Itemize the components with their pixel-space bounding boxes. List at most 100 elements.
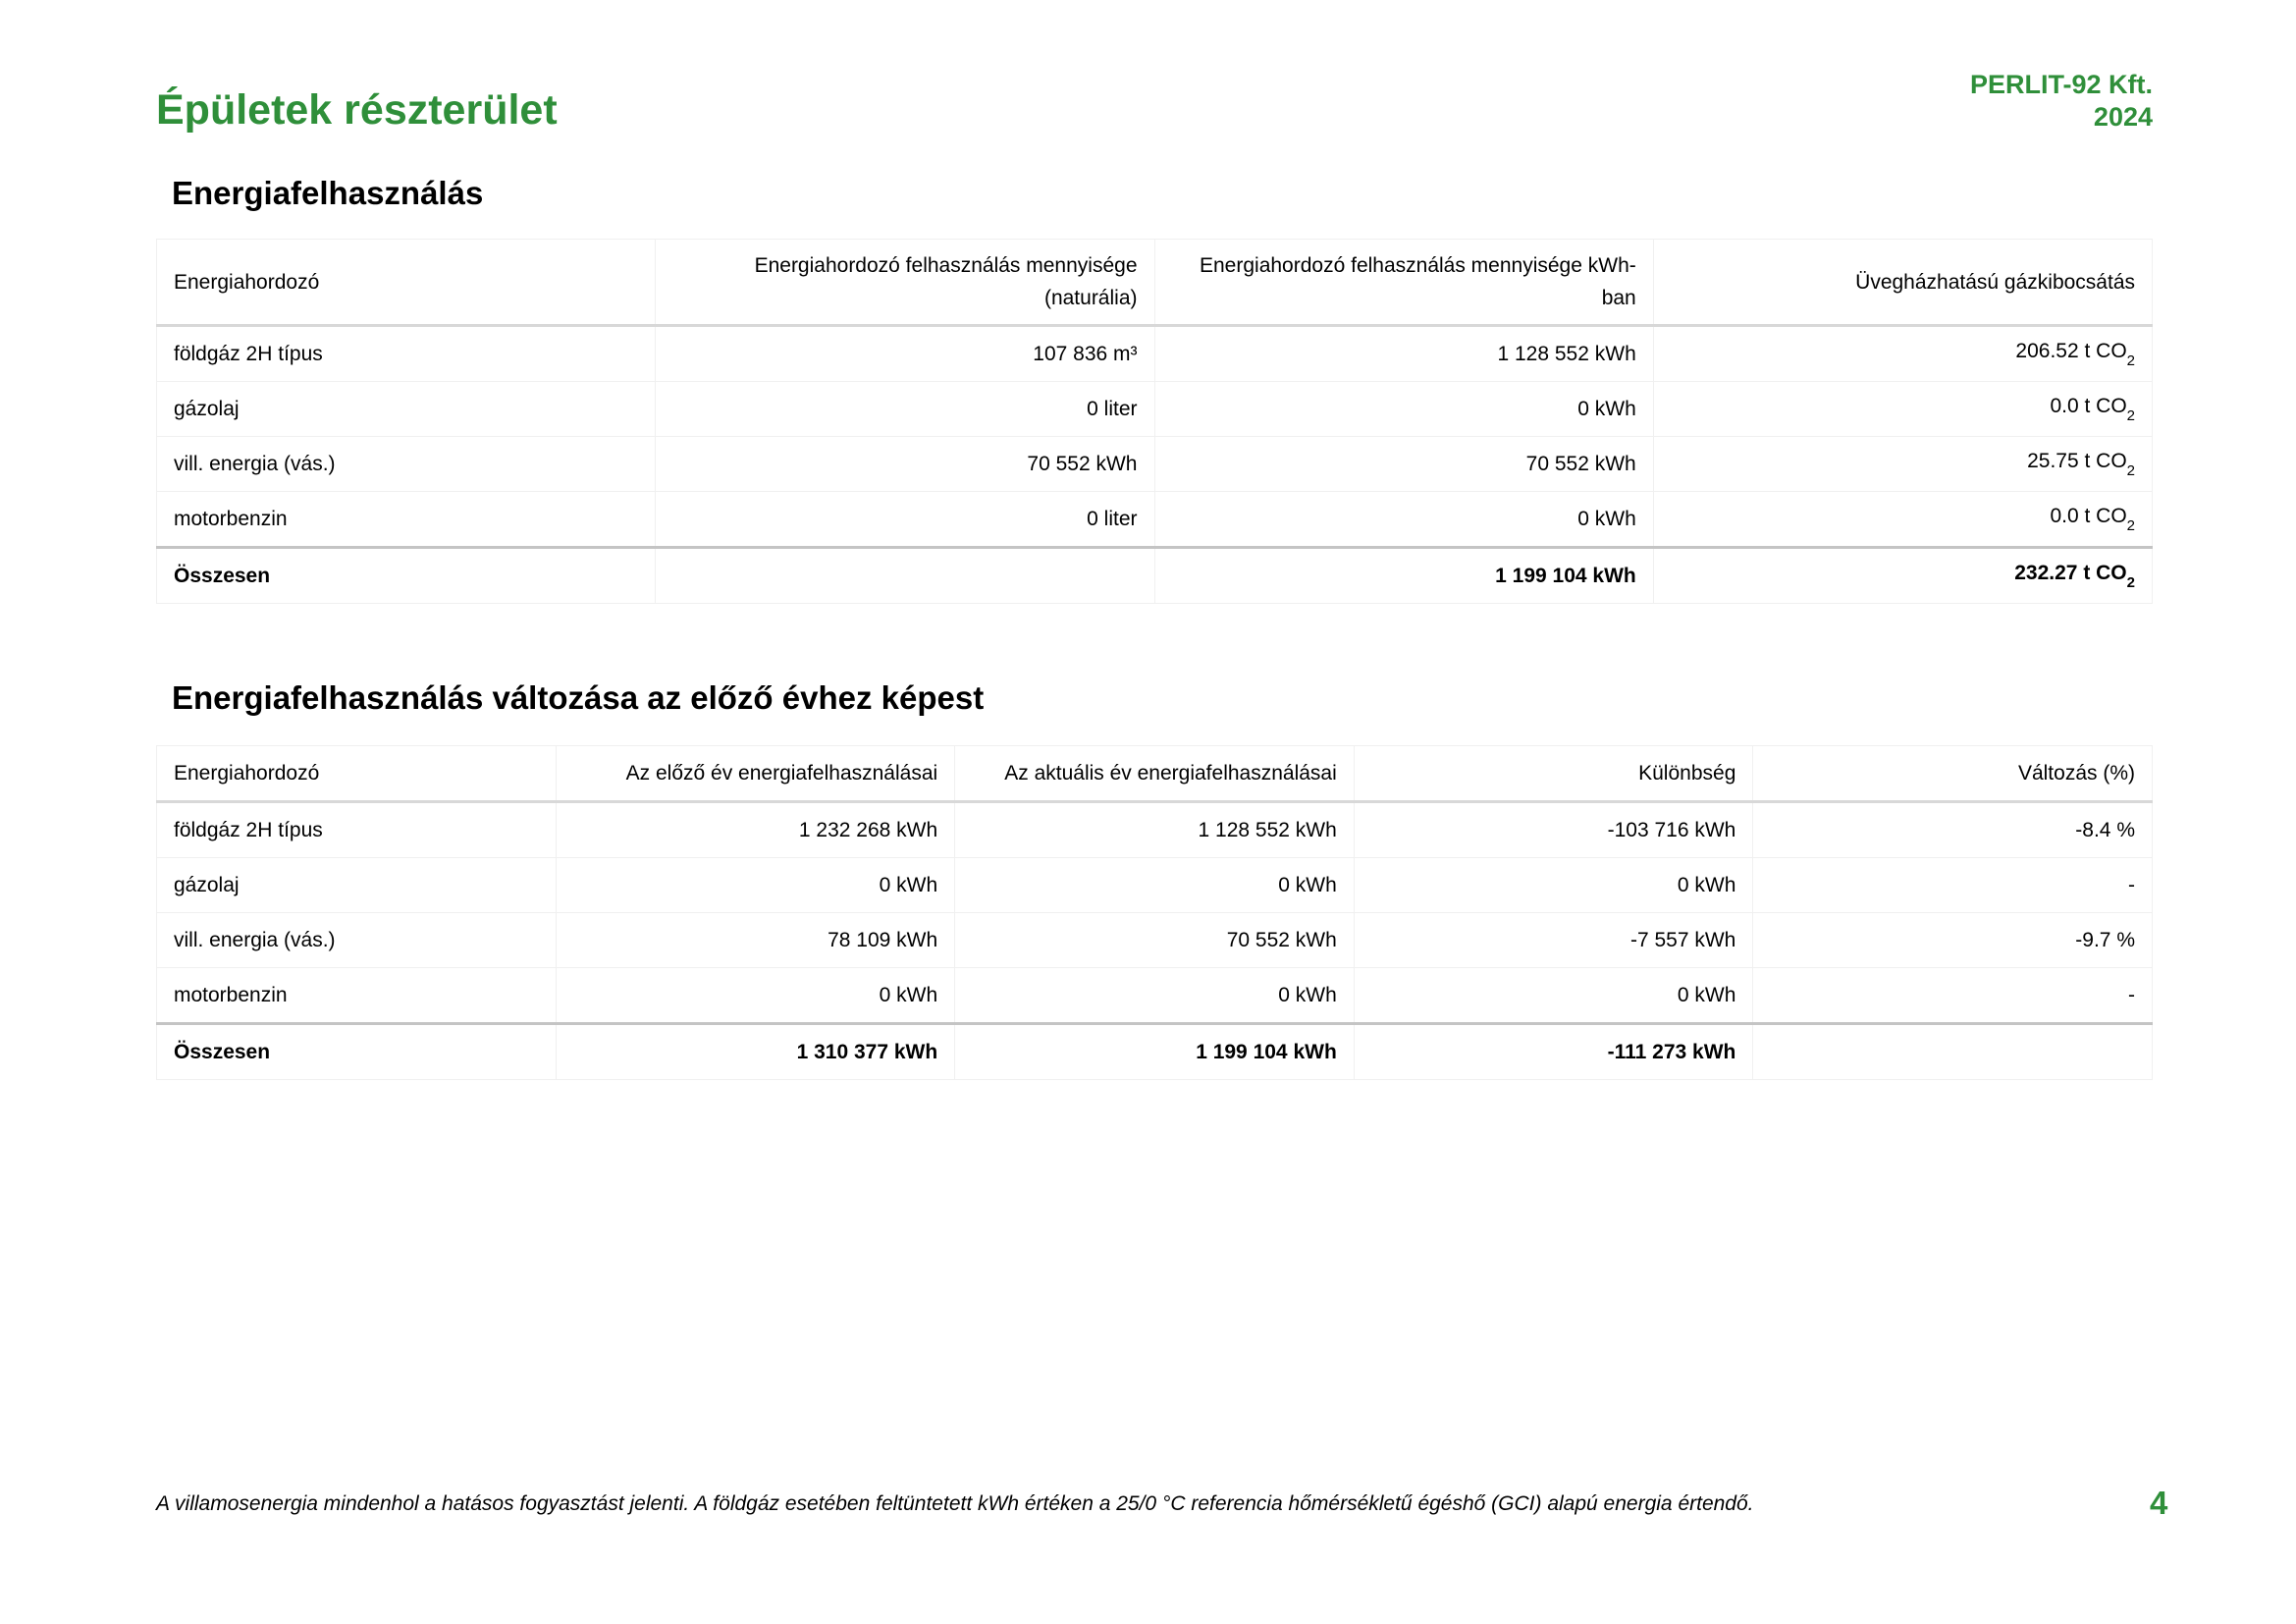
cell-curr: 1 199 104 kWh xyxy=(954,1022,1355,1080)
table-row: vill. energia (vás.) 70 552 kWh 70 552 kWh… xyxy=(155,436,2154,492)
cell-diff: -7 557 kWh xyxy=(1353,912,1754,968)
cell-natural: 70 552 kWh xyxy=(655,436,1155,492)
cell-text: 0 kWh xyxy=(1278,873,1337,896)
cell-diff: 0 kWh xyxy=(1353,857,1754,913)
cell-name: Összesen xyxy=(156,1022,557,1080)
cell-text: motorbenzin xyxy=(174,983,288,1006)
cell-text: gázolaj xyxy=(174,397,240,420)
cell-text: 0 kWh xyxy=(1677,873,1736,896)
table-row: vill. energia (vás.) 78 109 kWh 70 552 kWh… xyxy=(156,912,2153,968)
company-name: PERLIT-92 Kft. xyxy=(1969,70,2153,99)
table-row: földgáz 2H típus 1 232 268 kWh 1 128 552 k… xyxy=(156,801,2153,858)
cell-natural: 0 liter xyxy=(655,491,1155,548)
cell-text: vill. energia (vás.) xyxy=(174,452,336,475)
section-heading-energy-change: Energiafelhasználás változása az előző é… xyxy=(172,679,985,716)
cell-ghg: 0.0 t CO2 xyxy=(1652,381,2154,437)
cell-name: gázolaj xyxy=(155,381,657,437)
cell-pct: -8.4 % xyxy=(1752,801,2153,858)
cell-kwh: 0 kWh xyxy=(1153,491,1654,548)
cell-name: vill. energia (vás.) xyxy=(156,912,557,968)
cell-text: 1 232 268 kWh xyxy=(798,818,938,841)
cell-text: 206.52 t CO xyxy=(2015,339,2127,362)
cell-text: vill. energia (vás.) xyxy=(174,928,336,951)
cell-pct: - xyxy=(1752,857,2153,913)
cell-prev: 0 kWh xyxy=(555,857,956,913)
energy-change-table: Energiahordozó Az előző év energiafelhas… xyxy=(156,745,2153,1080)
column-header: Különbség xyxy=(1353,745,1754,803)
cell-natural: 107 836 m³ xyxy=(655,325,1155,382)
cell-prev: 1 310 377 kWh xyxy=(555,1022,956,1080)
cell-name: földgáz 2H típus xyxy=(156,801,557,858)
cell-kwh: 1 128 552 kWh xyxy=(1153,325,1654,382)
cell-name: Összesen xyxy=(155,546,657,604)
cell-ghg: 206.52 t CO2 xyxy=(1652,325,2154,382)
cell-curr: 70 552 kWh xyxy=(954,912,1355,968)
cell-pct: - xyxy=(1752,967,2153,1024)
cell-name: vill. energia (vás.) xyxy=(155,436,657,492)
column-header: Energiahordozó xyxy=(156,745,557,803)
cell-text: -103 716 kWh xyxy=(1607,818,1736,841)
cell-text: 70 552 kWh xyxy=(1027,452,1138,475)
column-header: Energiahordozó felhasználás mennyisége k… xyxy=(1153,239,1654,327)
cell-ghg: 232.27 t CO2 xyxy=(1652,546,2154,604)
table-row: motorbenzin 0 liter 0 kWh 0.0 t CO2 xyxy=(155,491,2154,548)
page-title: Épületek részterület xyxy=(156,86,558,134)
column-header: Változás (%) xyxy=(1752,745,2153,803)
cell-text: 0 kWh xyxy=(1577,397,1636,420)
cell-ghg: 0.0 t CO2 xyxy=(1652,491,2154,548)
table-row: gázolaj 0 liter 0 kWh 0.0 t CO2 xyxy=(155,381,2154,437)
cell-diff: -103 716 kWh xyxy=(1353,801,1754,858)
cell-natural: 0 liter xyxy=(655,381,1155,437)
cell-text: 0 kWh xyxy=(879,983,938,1006)
total-row: Összesen 1 310 377 kWh 1 199 104 kWh -111 2… xyxy=(156,1022,2153,1080)
energy-use-table: Energiahordozó Energiahordozó felhasznál… xyxy=(155,239,2154,604)
subscript: 2 xyxy=(2126,352,2135,369)
subscript: 2 xyxy=(2126,516,2135,534)
company-block: PERLIT-92 Kft. 2024 xyxy=(1970,69,2153,134)
cell-curr: 0 kWh xyxy=(954,857,1355,913)
cell-kwh: 1 199 104 kWh xyxy=(1153,546,1654,604)
cell-prev: 0 kWh xyxy=(555,967,956,1024)
footnote: A villamosenergia mindenhol a hatásos fo… xyxy=(156,1492,1754,1515)
cell-text: földgáz 2H típus xyxy=(174,818,323,841)
cell-text: -111 273 kWh xyxy=(1607,1040,1736,1063)
cell-natural xyxy=(655,546,1155,604)
cell-text: motorbenzin xyxy=(174,507,288,530)
cell-text: gázolaj xyxy=(174,873,240,896)
subscript: 2 xyxy=(2126,406,2135,424)
cell-pct xyxy=(1752,1022,2153,1080)
cell-text: 0 kWh xyxy=(1677,983,1736,1006)
cell-text: 70 552 kWh xyxy=(1226,928,1337,951)
cell-kwh: 0 kWh xyxy=(1153,381,1654,437)
cell-text: 78 109 kWh xyxy=(828,928,938,951)
column-header: Üvegházhatású gázkibocsátás xyxy=(1652,239,2154,327)
cell-text: 1 128 552 kWh xyxy=(1198,818,1337,841)
cell-text: 70 552 kWh xyxy=(1525,452,1636,475)
cell-text: 0.0 t CO xyxy=(2050,504,2127,527)
cell-ghg: 25.75 t CO2 xyxy=(1652,436,2154,492)
cell-text: 1 128 552 kWh xyxy=(1497,342,1636,365)
cell-name: motorbenzin xyxy=(156,967,557,1024)
cell-text: - xyxy=(2128,873,2135,896)
table-row: gázolaj 0 kWh 0 kWh 0 kWh - xyxy=(156,857,2153,913)
cell-text: 0.0 t CO xyxy=(2050,394,2127,417)
cell-kwh: 70 552 kWh xyxy=(1153,436,1654,492)
cell-text: 1 310 377 kWh xyxy=(796,1040,938,1063)
cell-diff: -111 273 kWh xyxy=(1353,1022,1754,1080)
cell-curr: 0 kWh xyxy=(954,967,1355,1024)
report-year: 2024 xyxy=(2093,102,2153,132)
cell-text: 107 836 m³ xyxy=(1033,342,1138,365)
subscript: 2 xyxy=(2126,573,2135,591)
cell-text: 0 liter xyxy=(1087,397,1138,420)
cell-text: -7 557 kWh xyxy=(1629,928,1736,951)
cell-name: gázolaj xyxy=(156,857,557,913)
cell-text: 0 liter xyxy=(1087,507,1138,530)
cell-pct: -9.7 % xyxy=(1752,912,2153,968)
cell-text: földgáz 2H típus xyxy=(174,342,323,365)
cell-name: motorbenzin xyxy=(155,491,657,548)
cell-diff: 0 kWh xyxy=(1353,967,1754,1024)
table-row: motorbenzin 0 kWh 0 kWh 0 kWh - xyxy=(156,967,2153,1024)
cell-text: 1 199 104 kWh xyxy=(1196,1040,1337,1063)
cell-curr: 1 128 552 kWh xyxy=(954,801,1355,858)
column-header: Az aktuális év energiafelhasználásai xyxy=(954,745,1355,803)
